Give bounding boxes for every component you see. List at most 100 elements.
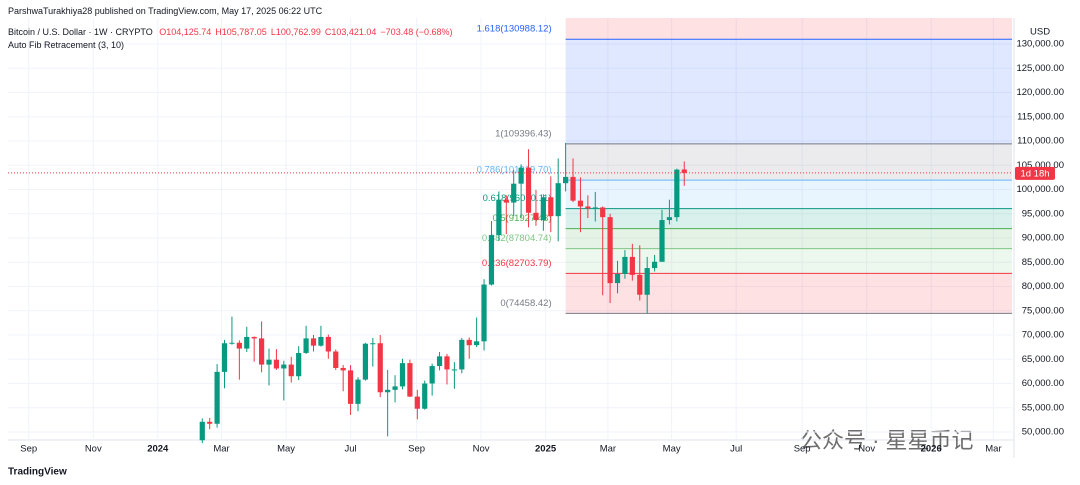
x-tick-label: Mar	[213, 444, 229, 455]
candle-body	[266, 359, 272, 365]
candle-body	[488, 235, 495, 285]
candle-body	[451, 369, 457, 371]
y-tick-label: 50,000.00	[1022, 427, 1064, 438]
candle-body	[607, 217, 613, 284]
candle-body	[347, 370, 354, 404]
candle-body	[666, 217, 673, 221]
indicator: Auto Fib Retracement (3, 10)	[8, 40, 125, 50]
y-tick-label: 115,000.00	[1017, 111, 1064, 122]
fib-label: 0.618(96050.11)	[483, 193, 552, 204]
candle-body	[459, 339, 465, 370]
y-tick-label: 105,000.00	[1016, 160, 1064, 171]
candle-body	[436, 356, 443, 367]
candle-body	[362, 343, 369, 380]
candle-body	[444, 356, 450, 370]
candle-body	[333, 351, 339, 368]
x-tick-label: 2025	[535, 444, 557, 455]
candle-body	[503, 199, 509, 203]
candle-body	[548, 197, 554, 217]
ohlc: C103,421.04	[324, 27, 377, 37]
candle-body	[303, 338, 309, 353]
candle-body	[570, 176, 576, 201]
candle-body	[251, 336, 257, 339]
candle-body	[414, 396, 420, 409]
candle-body	[533, 212, 539, 221]
y-tick-label: 130,000.00	[1016, 39, 1064, 50]
ohlc: −703.48 (−0.68%)	[380, 27, 453, 37]
candle-body	[622, 256, 628, 274]
candle-body	[258, 338, 265, 365]
candle-body	[318, 336, 324, 346]
candle-body	[221, 343, 228, 372]
candle-body	[518, 167, 524, 184]
candle-body	[236, 342, 242, 349]
candle-body	[422, 383, 428, 409]
fib-label: 0(74458.42)	[500, 298, 551, 309]
fib-zone	[565, 143, 1012, 181]
candle-body	[525, 167, 532, 213]
candle-body	[273, 359, 280, 369]
y-tick-label: 70,000.00	[1022, 330, 1064, 341]
plot: 50,000.00 55,000.00 60,000.00 65,000.00 70,0…	[8, 18, 1064, 455]
x-tick-label: 2024	[147, 444, 169, 455]
candle-body	[474, 341, 480, 346]
candle-body	[281, 364, 287, 369]
candle-body	[466, 339, 472, 346]
fib-label: 1(109396.43)	[495, 128, 552, 139]
candle-body	[429, 366, 435, 384]
y-tick-label: 60,000.00	[1022, 378, 1064, 389]
fib-label: 0.5(91927.43)	[492, 213, 551, 224]
candle-body	[629, 256, 635, 275]
candle-body	[592, 207, 598, 209]
candle-body	[637, 274, 643, 295]
candle-body	[481, 284, 487, 342]
candle-body	[644, 268, 650, 295]
y-tick-label: 125,000.00	[1016, 63, 1064, 74]
candle-body	[199, 421, 205, 441]
x-tick-label: Mar	[600, 444, 616, 455]
candle-body	[244, 336, 250, 349]
candle-body	[370, 343, 376, 345]
candle-body	[681, 169, 687, 173]
candle-body	[407, 363, 413, 397]
x-tick-label: Sep	[20, 444, 37, 455]
candle-body	[296, 352, 302, 377]
y-tick-label: 95,000.00	[1022, 208, 1064, 219]
x-tick-label: May	[663, 444, 681, 455]
candle-body	[496, 199, 502, 236]
brand: TradingView	[8, 467, 67, 478]
y-tick-label: 100,000.00	[1016, 184, 1064, 195]
y-tick-label: 90,000.00	[1022, 233, 1064, 244]
ohlc: O104,125.74	[159, 27, 212, 37]
candle-body	[659, 220, 665, 262]
x-tick-label: Nov	[85, 444, 102, 455]
candle-body	[207, 421, 213, 424]
published: ParshwaTurakhiya28 published on TradingV…	[8, 6, 323, 16]
x-tick-label: 2026	[921, 444, 942, 455]
candle-body	[577, 200, 584, 207]
candle-body	[540, 197, 546, 221]
candle-body	[325, 336, 331, 352]
y-tick-label: 55,000.00	[1022, 402, 1064, 413]
candle-body	[355, 379, 361, 404]
x-tick-label: Nov	[473, 444, 490, 455]
price-tag	[1015, 166, 1055, 180]
x-tick-label: Jul	[730, 444, 742, 455]
y-tick-label: 110,000.00	[1017, 136, 1064, 147]
candle-body	[674, 169, 680, 218]
symbol-line: Bitcoin / U.S. Dollar · 1W · CRYPTO O104…	[8, 27, 452, 37]
fib-zone	[565, 39, 1012, 144]
fib-zone	[565, 18, 1012, 40]
candle-body	[614, 273, 621, 284]
fib-label: 1.618(130988.12)	[477, 24, 552, 35]
candle-body	[563, 176, 569, 184]
candle-body	[555, 183, 561, 217]
y-tick-label: 85,000.00	[1022, 257, 1064, 268]
candle-body	[585, 206, 591, 209]
fib-zone	[565, 208, 1012, 229]
x-tick-label: Nov	[858, 444, 875, 455]
x-tick-label: Mar	[985, 444, 1001, 455]
symbol: Bitcoin / U.S. Dollar · 1W · CRYPTO	[8, 27, 153, 37]
